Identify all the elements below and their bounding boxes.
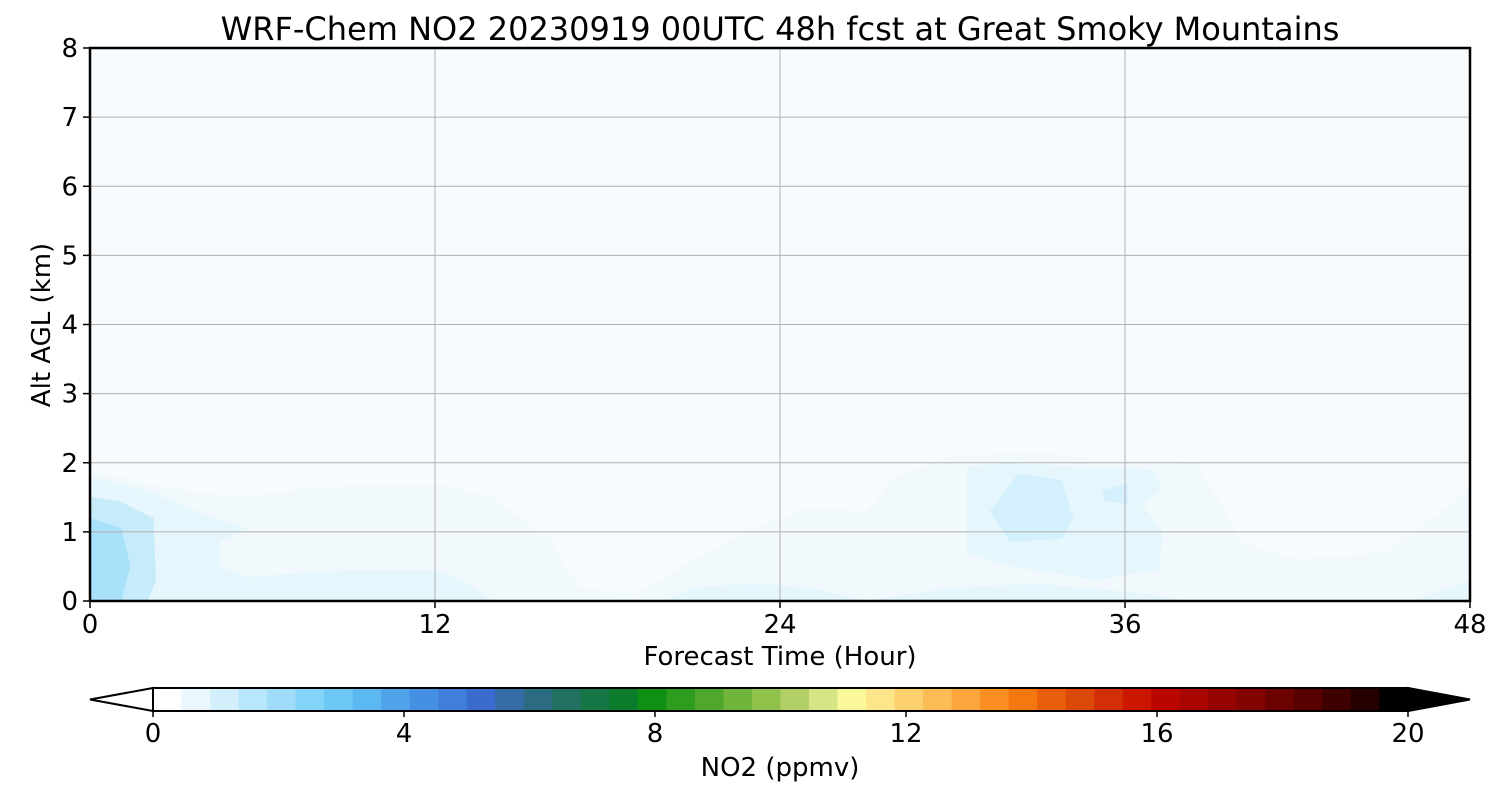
colorbar-swatch xyxy=(751,688,782,711)
chart-title: WRF-Chem NO2 20230919 00UTC 48h fcst at … xyxy=(221,10,1340,48)
x-tick-label: 24 xyxy=(763,610,796,640)
colorbar-swatch xyxy=(1379,688,1409,711)
y-tick-label: 3 xyxy=(61,380,78,410)
colorbar-swatch xyxy=(894,688,924,711)
colorbar-swatch xyxy=(381,688,411,711)
colorbar-swatch xyxy=(324,688,354,711)
colorbar-swatch xyxy=(1322,688,1352,711)
colorbar-swatch xyxy=(523,688,553,711)
contour-region-0.5-5 xyxy=(1412,580,1470,601)
colorbar-swatch xyxy=(866,688,896,711)
colorbar-swatch xyxy=(1008,688,1038,711)
contour-region-1-7 xyxy=(989,473,1074,543)
plot-area xyxy=(88,46,1472,603)
colorbar-swatches xyxy=(153,688,1409,711)
colorbar-swatch xyxy=(1065,688,1095,711)
colorbar-swatch xyxy=(181,688,211,711)
y-axis-label: Alt AGL (km) xyxy=(27,243,57,407)
colorbar-swatch xyxy=(267,688,297,711)
x-tick-label: 12 xyxy=(418,610,451,640)
contour-region-0.5-3 xyxy=(665,583,867,601)
x-tick-label: 0 xyxy=(82,610,99,640)
colorbar-swatch xyxy=(980,688,1010,711)
x-axis-label: Forecast Time (Hour) xyxy=(643,642,916,672)
colorbar: 0 4 8 12 16 20 xyxy=(89,686,1471,749)
colorbar-swatch xyxy=(466,688,496,711)
y-axis-ticks: 0 1 2 3 4 5 6 7 8 xyxy=(61,34,90,617)
contour-region-0.5-1 xyxy=(90,476,493,601)
colorbar-swatch xyxy=(295,688,325,711)
y-tick-label: 5 xyxy=(61,241,78,271)
colorbar-swatch xyxy=(1094,688,1124,711)
colorbar-extend-high xyxy=(1407,686,1471,713)
colorbar-swatch xyxy=(153,688,183,711)
colorbar-tick-label: 0 xyxy=(145,719,162,749)
colorbar-swatch xyxy=(1265,688,1295,711)
y-tick-label: 0 xyxy=(61,587,78,617)
colorbar-swatch xyxy=(238,688,268,711)
colorbar-swatch xyxy=(580,688,610,711)
colorbar-label: NO2 (ppmv) xyxy=(701,753,860,783)
colorbar-tick-label: 16 xyxy=(1140,719,1173,749)
colorbar-swatch xyxy=(210,688,240,711)
colorbar-tick-label: 4 xyxy=(396,719,413,749)
x-axis-ticks: 0 12 24 36 48 xyxy=(82,601,1487,640)
colorbar-swatch xyxy=(609,688,639,711)
colorbar-tick-label: 8 xyxy=(647,719,664,749)
colorbar-swatch xyxy=(495,688,525,711)
contour-region-1.5-9 xyxy=(90,518,131,601)
colorbar-swatch xyxy=(1236,688,1266,711)
colorbar-swatch xyxy=(409,688,439,711)
colorbar-swatch xyxy=(951,688,981,711)
y-tick-label: 7 xyxy=(61,103,78,133)
contour-region-1-8 xyxy=(1102,483,1128,505)
y-tick-label: 6 xyxy=(61,172,78,202)
colorbar-swatch xyxy=(637,688,668,711)
y-tick-label: 2 xyxy=(61,449,78,479)
y-tick-label: 4 xyxy=(61,311,78,341)
colorbar-swatch xyxy=(1122,688,1152,711)
colorbar-tick-label: 12 xyxy=(889,719,922,749)
colorbar-tick-label: 20 xyxy=(1391,719,1424,749)
colorbar-swatch xyxy=(1151,688,1181,711)
colorbar-swatch xyxy=(1208,688,1238,711)
colorbar-swatch xyxy=(1179,688,1209,711)
colorbar-swatch xyxy=(723,688,753,711)
colorbar-swatch xyxy=(1037,688,1067,711)
colorbar-swatch xyxy=(438,688,468,711)
colorbar-swatch xyxy=(666,688,696,711)
colorbar-swatch xyxy=(780,688,810,711)
colorbar-swatch xyxy=(1293,688,1324,711)
colorbar-swatch xyxy=(809,688,839,711)
y-tick-label: 1 xyxy=(61,518,78,548)
colorbar-swatch xyxy=(552,688,582,711)
colorbar-ticks: 0 4 8 12 16 20 xyxy=(145,711,1425,749)
x-tick-label: 48 xyxy=(1453,610,1486,640)
contour-region-0.5-4 xyxy=(866,583,1183,601)
colorbar-swatch xyxy=(352,688,382,711)
colorbar-swatch xyxy=(923,688,953,711)
x-tick-label: 36 xyxy=(1108,610,1141,640)
colorbar-frame xyxy=(152,687,1409,712)
colorbar-swatch xyxy=(837,688,867,711)
colorbar-extend-low xyxy=(89,686,154,713)
colorbar-swatch xyxy=(1350,688,1381,711)
colorbar-swatch xyxy=(694,688,725,711)
y-tick-label: 8 xyxy=(61,34,78,64)
